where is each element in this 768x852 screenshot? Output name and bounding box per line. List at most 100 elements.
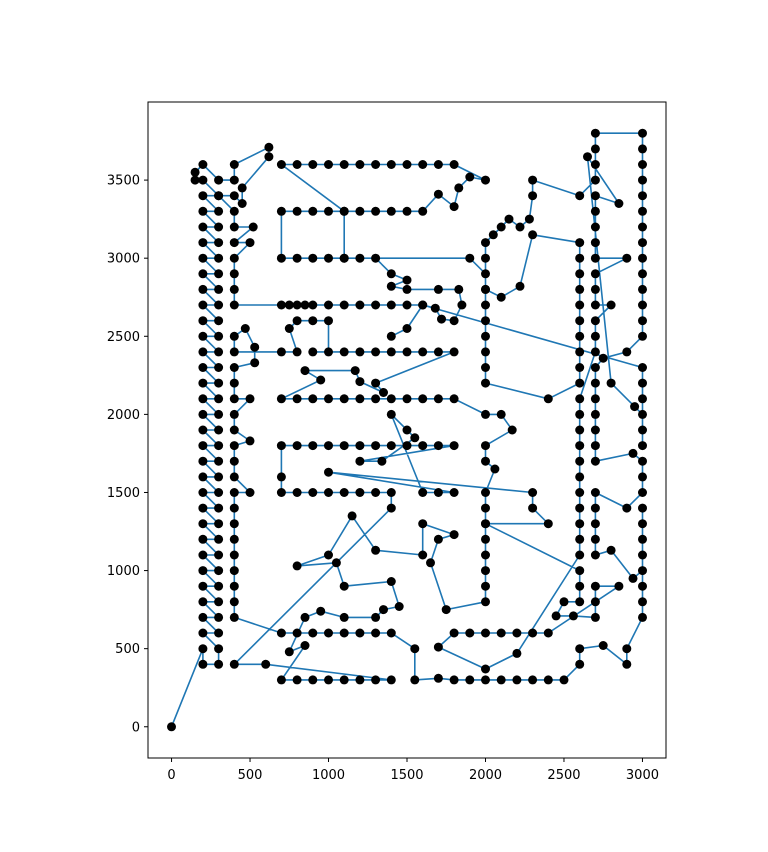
data-point [371,301,380,310]
data-point [465,173,474,182]
data-point [308,160,317,169]
data-point [167,722,176,731]
data-point [434,488,443,497]
data-point [214,254,223,263]
data-point [450,316,459,325]
data-point [591,316,600,325]
data-point [249,223,258,232]
data-point [340,613,349,622]
data-point [528,504,537,513]
data-point [450,488,459,497]
data-point [560,597,569,606]
data-point [230,597,239,606]
data-point [230,379,239,388]
data-point [198,254,207,263]
data-point [434,160,443,169]
data-point [622,254,631,263]
data-point [198,238,207,247]
data-point [481,301,490,310]
data-point [497,629,506,638]
data-point [230,613,239,622]
data-point [214,472,223,481]
x-tick-label: 2500 [547,768,580,783]
data-point [403,276,412,285]
data-point [198,176,207,185]
data-point [214,238,223,247]
data-point [575,566,584,575]
data-point [481,665,490,674]
data-point [301,613,310,622]
data-point [198,644,207,653]
data-point [324,316,333,325]
data-point [214,519,223,528]
data-point [638,144,647,153]
data-point [198,269,207,278]
data-point [481,347,490,356]
data-point [324,468,333,477]
data-point [450,394,459,403]
data-point [198,629,207,638]
x-tick-label: 1000 [312,768,345,783]
data-point [622,644,631,653]
data-point [418,519,427,528]
data-point [301,301,310,310]
data-point [387,504,396,513]
data-point [198,613,207,622]
data-point [575,269,584,278]
data-point [308,316,317,325]
data-point [497,410,506,419]
data-point [198,457,207,466]
data-point [426,558,435,567]
data-point [277,675,286,684]
data-point [638,488,647,497]
data-point [230,582,239,591]
data-point [324,254,333,263]
data-point [230,176,239,185]
data-point [622,660,631,669]
data-point [481,629,490,638]
data-point [583,152,592,161]
data-point [324,629,333,638]
data-point [301,366,310,375]
data-point [481,675,490,684]
data-point [528,488,537,497]
data-point [214,582,223,591]
data-point [340,582,349,591]
data-point [324,301,333,310]
data-point [607,379,616,388]
data-point [371,675,380,684]
data-point [516,223,525,232]
data-point [264,143,273,152]
data-point [403,426,412,435]
data-point [214,629,223,638]
data-point [490,465,499,474]
data-point [607,546,616,555]
data-point [324,160,333,169]
data-point [214,207,223,216]
data-point [230,519,239,528]
data-point [591,363,600,372]
data-point [324,207,333,216]
data-point [355,207,364,216]
data-point [198,207,207,216]
x-tick-label: 0 [167,768,175,783]
data-point [575,660,584,669]
data-point [575,582,584,591]
data-point [575,426,584,435]
data-point [261,660,270,669]
data-point [293,207,302,216]
data-point [214,441,223,450]
data-point [591,191,600,200]
data-point [638,613,647,622]
data-point [191,168,200,177]
data-point [591,332,600,341]
data-point [277,160,286,169]
data-point [377,457,386,466]
data-point [481,285,490,294]
data-point [638,238,647,247]
data-point [316,376,325,385]
data-point [575,379,584,388]
data-point [214,660,223,669]
data-point [575,597,584,606]
data-point [250,343,259,352]
